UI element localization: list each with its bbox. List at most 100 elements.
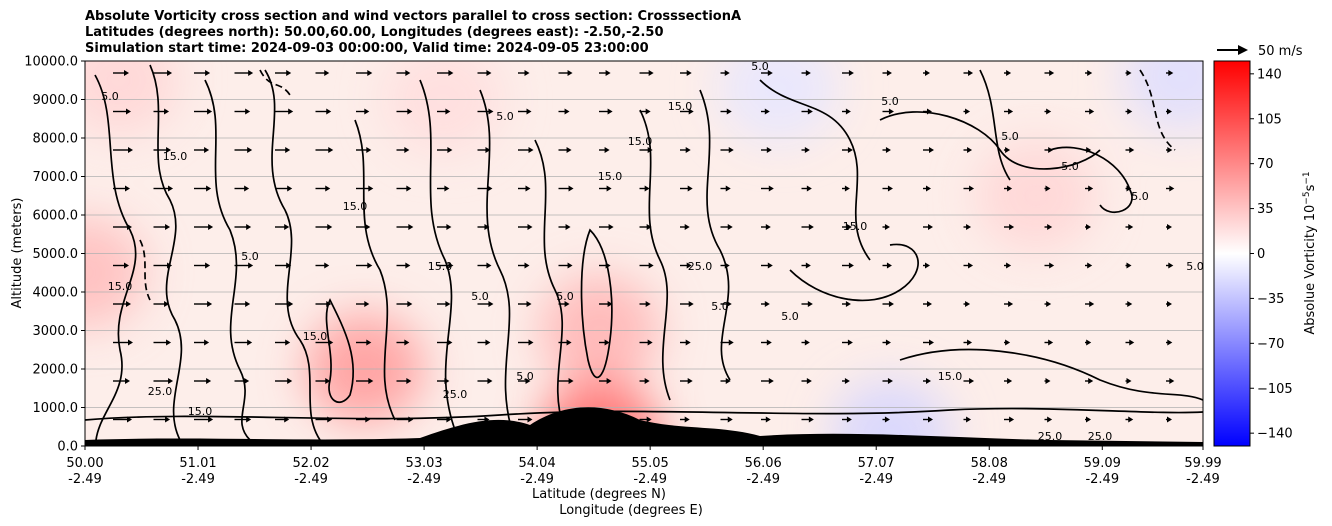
- wind-vector-head: [566, 147, 572, 153]
- wind-vector-head: [726, 108, 732, 115]
- wind-vector: [923, 339, 934, 346]
- wind-vector: [923, 416, 933, 423]
- wind-vector-head: [1048, 147, 1054, 153]
- contour-label: 5.0: [781, 310, 799, 323]
- wind-vector-head: [688, 301, 694, 307]
- wind-vector: [437, 378, 450, 384]
- wind-vector-head: [1048, 339, 1054, 346]
- wind-vector: [234, 108, 251, 115]
- wind-vector-head: [684, 416, 690, 423]
- wind-vector-head: [804, 339, 810, 346]
- wind-vector-head: [564, 301, 570, 307]
- colorbar-tick-label: −140: [1257, 427, 1293, 442]
- wind-vector: [963, 147, 973, 153]
- wind-vector-head: [885, 339, 891, 346]
- wind-vector-head: [725, 378, 731, 384]
- wind-vector-head: [286, 70, 292, 76]
- wind-vector: [720, 70, 730, 76]
- wind-vector-head: [1045, 185, 1051, 192]
- wind-vector-head: [685, 147, 691, 153]
- wind-vector: [558, 416, 571, 423]
- wind-vector: [1085, 416, 1091, 423]
- x-tick-label-lat: 59.99: [1184, 456, 1221, 471]
- wind-vector: [275, 147, 291, 153]
- contour-line: [879, 111, 1101, 170]
- x-tick-label-lat: 54.04: [519, 456, 556, 471]
- wind-vector: [194, 262, 211, 269]
- wind-vector: [923, 378, 931, 384]
- wind-vector-head: [887, 378, 893, 384]
- wind-vector: [437, 301, 451, 307]
- colorbar-label-unit-sup: −1: [1302, 171, 1312, 184]
- wind-vector-head: [724, 70, 730, 76]
- wind-vector-head: [208, 416, 214, 423]
- vorticity-cell: [1121, 61, 1203, 132]
- x-tick-label-lat: 56.06: [745, 456, 782, 471]
- wind-vector-head: [1127, 108, 1133, 115]
- wind-vector-head: [1046, 108, 1052, 115]
- wind-vector-head: [925, 70, 930, 76]
- wind-vector-head: [927, 301, 932, 307]
- contour-label: 25.0: [1038, 430, 1063, 443]
- wind-vector-head: [888, 301, 894, 307]
- wind-vector-head: [367, 455, 372, 461]
- wind-vector-head: [248, 262, 254, 269]
- wind-vector: [1004, 416, 1015, 423]
- wind-vector-head: [1167, 416, 1172, 423]
- wind-vector-head: [1007, 378, 1013, 384]
- x-tick-label-lon: -2.49: [746, 472, 780, 487]
- x-tick-label-lon: -2.49: [1085, 472, 1119, 487]
- wind-vector: [1044, 378, 1051, 384]
- wind-vector: [315, 416, 333, 423]
- wind-vector: [315, 301, 332, 307]
- wind-vector-head: [485, 339, 491, 346]
- wind-vector: [518, 378, 531, 384]
- wind-vector: [639, 108, 651, 115]
- wind-vector: [1207, 378, 1213, 384]
- wind-vector: [234, 224, 252, 230]
- wind-vector-head: [766, 147, 772, 153]
- wind-vector-head: [485, 147, 491, 153]
- wind-vector-head: [165, 224, 171, 230]
- x-tick-label-lon: -2.49: [520, 472, 554, 487]
- y-tick-label: 2000.0: [33, 363, 79, 378]
- wind-vector: [802, 455, 811, 461]
- wind-vector: [680, 185, 693, 192]
- wind-vector: [1085, 147, 1092, 153]
- wind-vector: [518, 416, 533, 423]
- wind-vector: [639, 224, 652, 230]
- colorbar: 140 105 70 35 0 −35 −70 −105 −140 Absolue Vortic…: [1213, 60, 1318, 447]
- wind-vector-head: [1047, 416, 1053, 423]
- wind-vector: [1085, 224, 1091, 230]
- wind-vector: [1125, 224, 1134, 230]
- wind-vector: [315, 108, 332, 115]
- wind-vector: [680, 262, 692, 269]
- wind-vector: [194, 108, 213, 115]
- wind-vector-head: [247, 147, 253, 153]
- wind-vector-head: [808, 416, 814, 423]
- wind-vector-head: [1167, 339, 1173, 346]
- wind-vector: [761, 185, 774, 192]
- vorticity-cell: [976, 140, 1097, 251]
- wind-vector-head: [687, 378, 693, 384]
- wind-vector: [761, 301, 770, 307]
- wind-vector-head: [247, 339, 253, 346]
- wind-vector: [842, 378, 850, 384]
- title-line-2: Latitudes (degrees north): 50.00,60.00, …: [85, 25, 664, 40]
- wind-vector: [113, 185, 130, 192]
- contour-label: 15.0: [303, 330, 328, 343]
- wind-vector-head: [1086, 147, 1092, 153]
- contour-line: [139, 239, 151, 301]
- wind-vector: [356, 339, 372, 346]
- wind-vector: [477, 108, 494, 115]
- wind-vector: [1044, 262, 1055, 269]
- wind-vector: [153, 339, 172, 346]
- colorbar-tick-label: 105: [1257, 112, 1282, 127]
- wind-vector: [1125, 416, 1134, 423]
- wind-vector: [801, 147, 810, 153]
- wind-vector: [558, 224, 571, 230]
- wind-vector-head: [484, 224, 490, 230]
- wind-vector: [1044, 70, 1055, 76]
- wind-vector: [1044, 185, 1051, 192]
- wind-vector: [153, 416, 171, 423]
